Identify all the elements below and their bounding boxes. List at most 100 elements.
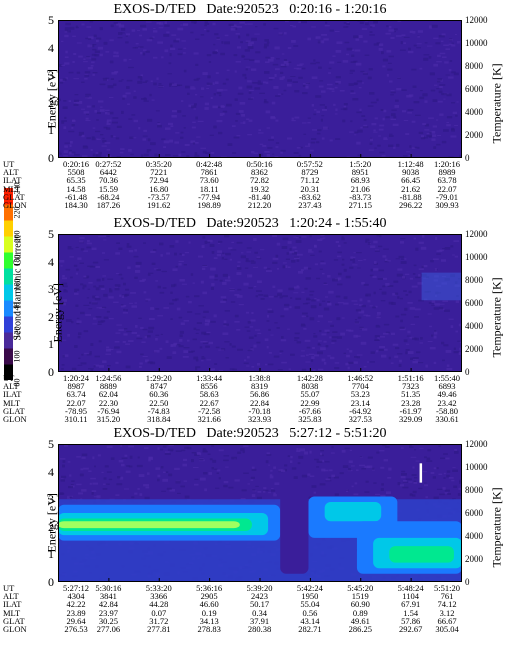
spectrogram-cell [442,487,446,490]
orbit-table-row-label: GLAT [3,405,25,416]
spectrogram-cell [127,266,131,270]
orbit-table-cell: -58.80 [436,405,458,416]
spectrogram-cell [193,327,197,330]
spectrogram-cell [235,112,240,115]
spectrogram-cell [122,94,127,98]
spectrogram-cell [159,448,164,451]
spectrogram-cell [76,268,79,271]
spectrogram-cell [314,354,320,357]
spectrogram-cell [172,299,177,302]
spectrogram-cell [176,38,180,41]
spectrogram-cell [393,146,396,149]
orbit-table-cell: 5:36:16 [196,583,223,593]
spectrogram-cell [404,273,410,276]
spectrogram-cell [272,261,278,264]
spectrogram-cell [335,82,339,85]
spectrogram-cell [397,353,403,355]
spectrogram-cell [116,483,123,486]
spectrogram-cell [307,473,311,476]
spectrogram-cell [208,369,214,372]
spectrogram-cell [356,141,361,145]
spectrogram-cell [383,323,390,326]
spectrogram-cell [373,43,379,46]
spectrogram-cell [84,73,89,76]
orbit-table-cell: 8989 [438,167,456,178]
orbit-table-cell: 20.31 [300,183,320,194]
spectrogram-cell [204,488,208,492]
spectrogram-cell [298,154,302,157]
spectrogram-cell [403,36,410,38]
spectrogram-cell [267,314,269,318]
spectrogram-cell [423,137,428,139]
spectrogram-cell [359,304,364,306]
spectrogram-cell [166,356,172,359]
spectrogram-cell [116,51,119,55]
spectrogram-cell [450,245,454,248]
spectrogram-cell [364,54,370,56]
spectrogram-cell [409,307,416,310]
spectrogram-cell [234,98,238,101]
spectrogram-cell [431,334,434,337]
spectrogram-cell [395,315,400,318]
spectrogram-cell [65,50,68,54]
spectrogram-cell [358,310,365,314]
spectrogram-cell [81,456,86,459]
spectrogram-cell [72,60,75,64]
spectrogram-cell [103,41,108,45]
spectrogram-cell [250,261,256,264]
y2-tick-label: 0 [465,367,470,377]
spectrogram-cell [281,361,287,364]
spectrogram-cell [415,247,419,251]
spectrogram-cell [110,24,114,28]
spectrogram-cell [449,60,453,62]
spectrogram-cell [374,335,380,338]
spectrogram-cell [397,296,400,299]
spectrogram-cell [353,83,359,85]
orbit-table-cell: 71.12 [300,175,320,186]
spectrogram-cell [147,118,153,122]
colorbar-swatch [4,236,13,253]
spectrogram-cell [137,76,143,79]
spectrogram-cell [83,111,90,114]
orbit-table-row-label: ILAT [3,175,22,186]
spectrogram-cell [387,62,392,64]
spectrogram-cell [316,132,321,135]
orbit-table-cell: 7323 [402,381,420,392]
spectrogram-cell [280,339,287,342]
spectrogram-cell [241,113,246,117]
spectrogram-cell [61,64,66,67]
spectrogram-cell [188,241,191,244]
spectrogram-cell [359,464,365,467]
spectrogram-cell [156,22,161,25]
spectrogram-cell [289,251,295,254]
orbit-table-cell: -61.48 [65,191,87,202]
spectrogram-cell [378,128,384,131]
spectrogram-cell [265,460,269,464]
spectrogram-cell [83,304,90,306]
orbit-table-cell: 329.09 [398,413,423,424]
spectrogram-cell [407,50,414,54]
spectrogram-cell [394,105,400,108]
orbit-table-cell: 15.59 [98,183,118,194]
spectrogram-cell [343,242,347,244]
spectrogram-cell [327,274,331,278]
orbit-table-cell: 0:57:52 [296,159,323,169]
spectrogram-cell [217,250,222,253]
y2-tick-label: 8000 [465,275,483,285]
spectrogram-cell [82,155,88,158]
spectrogram-cell [294,306,301,309]
spectrogram-cell [120,277,124,280]
spectrogram-cell [147,330,153,333]
spectrogram-cell [284,464,288,467]
spectrogram-cell [345,275,351,279]
spectrogram-cell [395,258,400,260]
spectrogram-cell [452,254,455,256]
spectrogram-cell [263,487,267,490]
spectrogram-cell [418,268,424,270]
spectrogram-cell [179,334,183,338]
orbit-table-row-label: ILAT [3,599,22,610]
spectrogram-cell [412,466,415,469]
spectrogram-cell [153,249,157,251]
spectrogram-cell [107,112,110,115]
spectrogram-cell [113,51,116,54]
